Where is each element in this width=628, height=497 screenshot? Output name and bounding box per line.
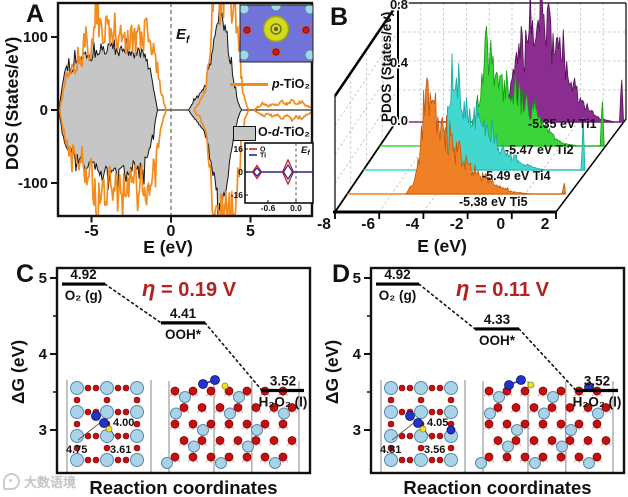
watermark-text: 大数语境 [24, 475, 77, 490]
panel-b-x-axis-title: E (eV) [417, 236, 467, 256]
eta-symbol: η [456, 276, 470, 301]
svg-text:-4: -4 [406, 216, 420, 233]
bond-length-d-2: 4.81 [380, 444, 402, 456]
svg-text:O: O [260, 147, 266, 154]
legend-od-italic: d [271, 125, 280, 139]
svg-text:0: 0 [40, 102, 48, 119]
svg-text:Ti: Ti [260, 153, 266, 160]
panel-a-plot: 100 0 -100 -5 0 5 16 0 -16 -0.6 0.0 OTi Ef [18, 1, 314, 240]
panel-a-label: A [26, 0, 45, 28]
svg-text:0: 0 [496, 216, 505, 233]
svg-text:0: 0 [238, 167, 243, 177]
svg-text:-8: -8 [317, 216, 331, 233]
panel-a-y-axis-title: DOS (States/eV) [2, 36, 22, 170]
bond-length-d-3: 3.56 [424, 444, 446, 456]
eta-symbol: η [142, 276, 156, 301]
legend-fill-swatch [233, 126, 256, 141]
panel-b-plot: -8 -6 -4 -2 0 2 0.8 0.4 0.0 [317, 0, 627, 233]
overpotential-d: η = 0.11 V [456, 276, 549, 302]
svg-text:4.41: 4.41 [170, 306, 197, 321]
svg-text:-6: -6 [361, 216, 375, 233]
panel-a-x-axis-title: E (eV) [143, 237, 193, 257]
panel-a: 100 0 -100 -5 0 5 16 0 -16 -0.6 0.0 O Ti Ef A DOS (St… [0, 0, 318, 257]
panel-d-plot: 5 4 3 4.92 O₂ (g) 4.33 OOH* 3.52 H₂O₂ (l) [353, 266, 626, 475]
svg-text:OOH*: OOH* [165, 327, 202, 342]
panel-c-y-axis-title: ΔG (eV) [8, 339, 28, 405]
bond-length-c-3: 3.61 [110, 444, 132, 456]
svg-text:5: 5 [39, 270, 47, 287]
eta-value: = 0.19 V [155, 279, 237, 301]
svg-text:100: 100 [23, 29, 48, 46]
svg-text:4: 4 [353, 346, 362, 363]
svg-text:O₂ (g): O₂ (g) [65, 288, 103, 303]
svg-text:-0.6: -0.6 [261, 203, 276, 213]
panel-c-label: C [16, 260, 35, 288]
svg-text:3: 3 [353, 422, 361, 439]
bond-length-c-2: 4.75 [66, 444, 88, 456]
panel-c-plot: 5 4 3 4.92 O₂ (g) 4.41 OOH* 3.52 H₂O₂ (l) [39, 266, 312, 475]
series-label-ti4: -5.49 eV Ti4 [482, 169, 551, 183]
fermi-level-label: Ef [176, 26, 189, 46]
legend-od-rest: -TiO₂ [279, 125, 310, 139]
legend-line-swatch [230, 83, 268, 86]
svg-text:4.92: 4.92 [70, 267, 96, 282]
svg-text:2: 2 [541, 216, 550, 233]
panel-d-x-axis-title: Reaction coordinates [403, 477, 592, 497]
svg-text:3: 3 [39, 422, 47, 439]
svg-text:0.8: 0.8 [390, 0, 408, 12]
panel-d: 5 4 3 4.92 O₂ (g) 4.33 OOH* 3.52 H₂O₂ (l) D ΔG (… [314, 250, 628, 497]
svg-text:Ef: Ef [301, 145, 310, 157]
svg-text:H₂O₂ (l): H₂O₂ (l) [573, 394, 622, 409]
fermi-label-sub: f [186, 35, 190, 46]
svg-text:4: 4 [39, 346, 48, 363]
series-label-ti2: -5.47 eV Ti2 [505, 143, 574, 157]
svg-text:0.0: 0.0 [290, 203, 302, 213]
panel-b-z-axis-title: PDOS (States/ev) [379, 11, 394, 122]
svg-text:H₂O₂ (l): H₂O₂ (l) [259, 394, 308, 409]
svg-text:4.92: 4.92 [384, 267, 410, 282]
bond-length-d-1: 4.05 [427, 417, 449, 429]
series-label-ti5: -5.38 eV Ti5 [459, 195, 528, 209]
svg-text:OOH*: OOH* [479, 333, 516, 348]
bond-length-c-1: 4.00 [113, 417, 135, 429]
legend-p-rest: -TiO₂ [279, 77, 310, 91]
svg-text:4.33: 4.33 [484, 312, 511, 327]
svg-text:16: 16 [234, 144, 244, 154]
svg-text:-16: -16 [231, 190, 244, 200]
watermark-logo-icon [3, 473, 20, 490]
overpotential-c: η = 0.19 V [142, 276, 236, 302]
svg-text:0.0: 0.0 [390, 113, 408, 128]
svg-text:0: 0 [167, 223, 176, 240]
legend-od-pre: O- [258, 125, 272, 139]
svg-text:5: 5 [246, 223, 255, 240]
legend-p-tio2: p-TiO₂ [272, 77, 310, 91]
svg-text:-5: -5 [84, 223, 98, 240]
panel-b-label: B [330, 3, 349, 31]
svg-text:3.52: 3.52 [584, 373, 610, 388]
svg-text:0.4: 0.4 [390, 55, 409, 70]
panel-b: -8 -6 -4 -2 0 2 0.8 0.4 0.0 B PDOS (States/ev) E… [314, 0, 628, 256]
legend-odtio2: O-d-TiO₂ [258, 125, 310, 139]
fermi-label-base: E [176, 26, 187, 43]
svg-text:-2: -2 [450, 216, 464, 233]
series-label-ti1: -5.35 eV Ti1 [528, 117, 597, 131]
panel-c: 5 4 3 4.92 O₂ (g) 4.41 OOH* 3.52 H₂O₂ (l) C ΔG (… [0, 250, 318, 497]
panel-c-x-axis-title: Reaction coordinates [89, 477, 278, 497]
svg-text:3.52: 3.52 [270, 373, 296, 388]
svg-text:-100: -100 [18, 175, 48, 192]
svg-text:O₂ (g): O₂ (g) [379, 288, 417, 303]
legend-p-italic: p [272, 77, 280, 91]
eta-value: = 0.11 V [469, 279, 549, 301]
panel-d-label: D [332, 260, 351, 288]
watermark: 大数语境 [3, 472, 76, 491]
svg-text:5: 5 [353, 270, 361, 287]
panel-d-y-axis-title: ΔG (eV) [322, 339, 342, 405]
